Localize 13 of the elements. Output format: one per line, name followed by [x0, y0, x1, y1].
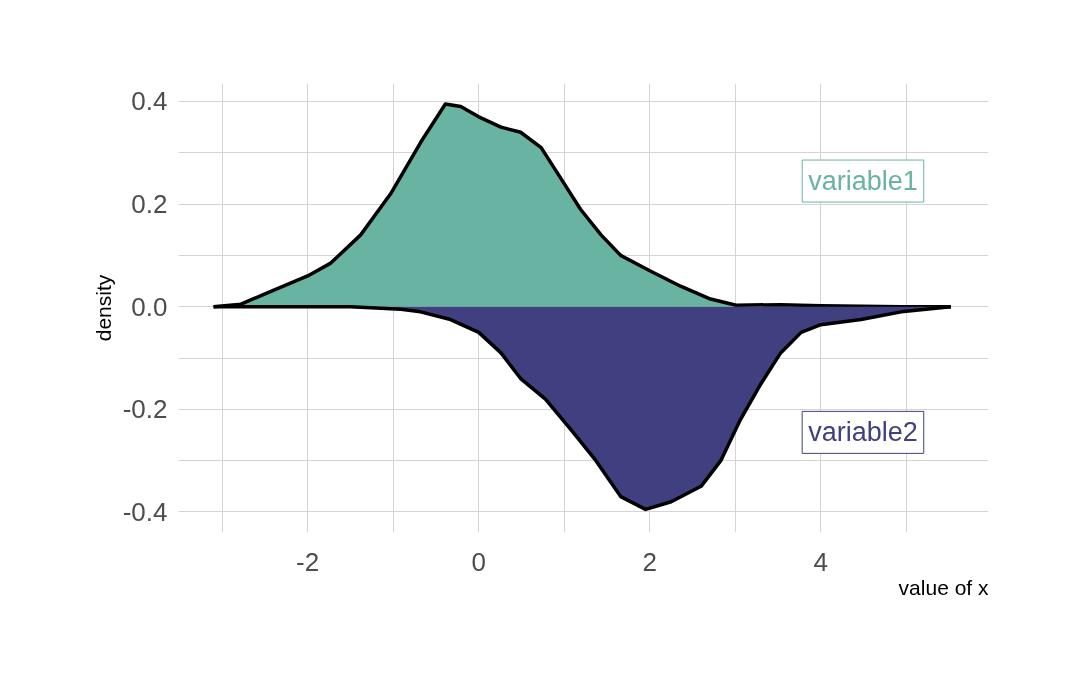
- text: variable2: [808, 417, 918, 448]
- y-tick-label: 0.2: [131, 189, 168, 220]
- y-tick-label: -0.2: [122, 394, 168, 425]
- x-tick-label: 4: [813, 546, 829, 577]
- y-tick-label: -0.4: [122, 496, 168, 527]
- x-axis-title: value of x: [898, 575, 989, 599]
- y-axis-title: density: [91, 274, 115, 342]
- x-tick-label: 2: [642, 546, 658, 577]
- y-tick-label: 0.4: [131, 86, 168, 117]
- x-tick-label: 0: [471, 546, 486, 577]
- text: variable1: [808, 166, 918, 197]
- y-tick-label: 0.0: [131, 291, 168, 322]
- x-tick-label: -2: [296, 546, 320, 577]
